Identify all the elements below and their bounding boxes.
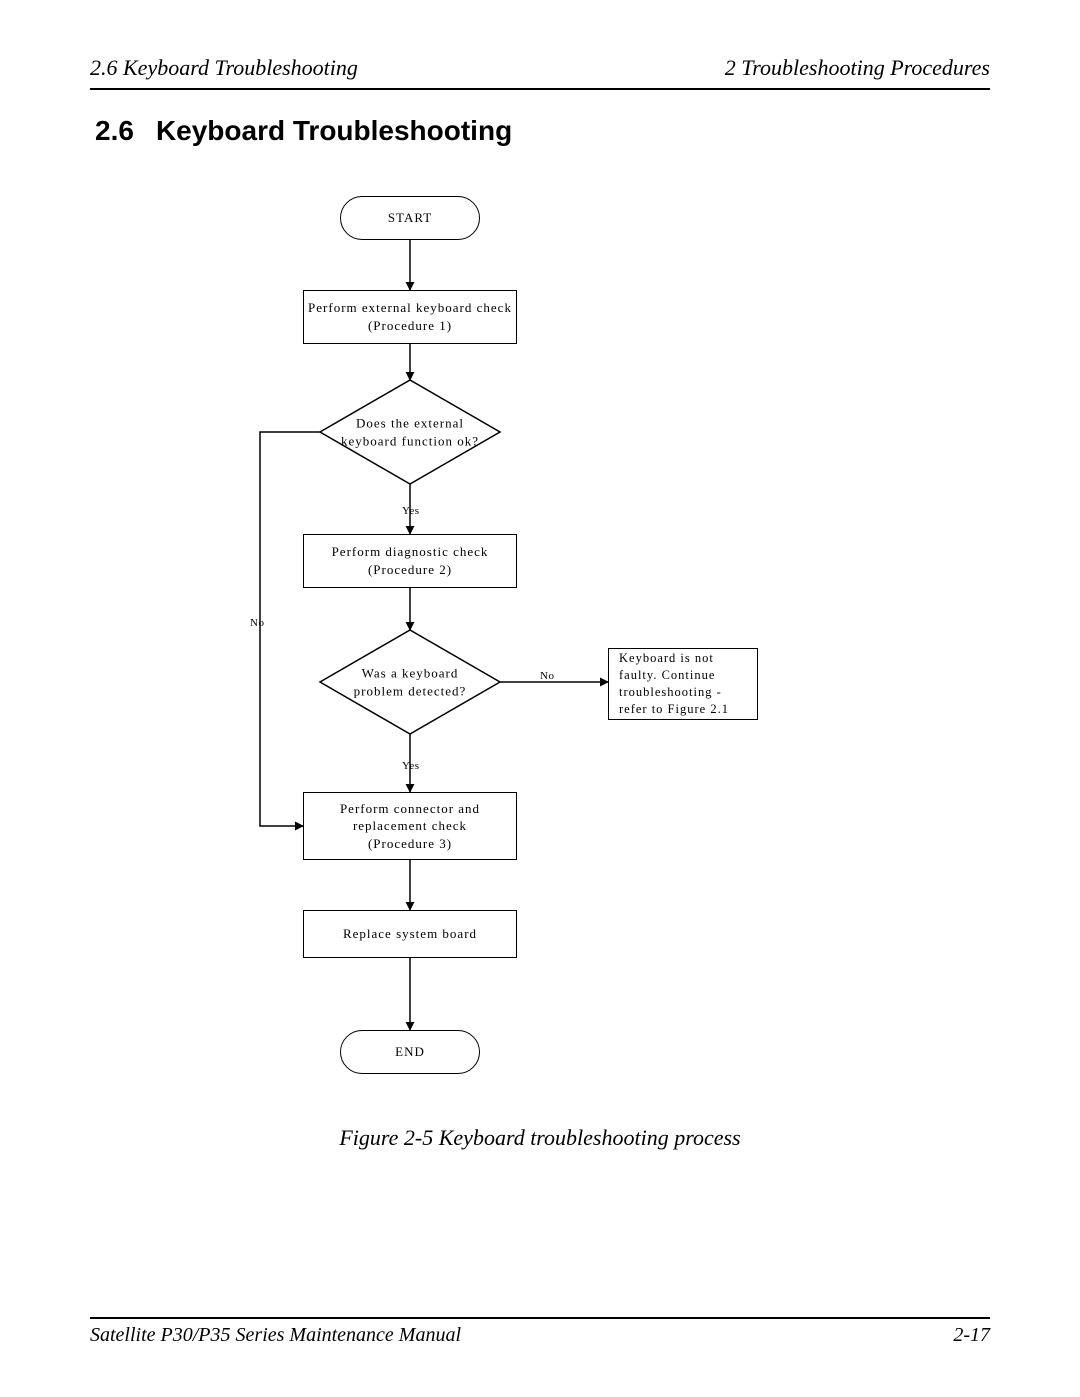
header-right: 2 Troubleshooting Procedures bbox=[725, 55, 990, 81]
edge-label: Yes bbox=[402, 505, 420, 517]
process-node: Perform external keyboard check(Procedur… bbox=[303, 290, 517, 344]
decision-node: Was a keyboardproblem detected? bbox=[320, 630, 500, 734]
process-node: Perform connector andreplacement check(P… bbox=[303, 792, 517, 860]
figure-caption: Figure 2-5 Keyboard troubleshooting proc… bbox=[0, 1125, 1080, 1151]
footer-right: 2-17 bbox=[953, 1324, 990, 1347]
process-node: Replace system board bbox=[303, 910, 517, 958]
terminator-node: END bbox=[340, 1030, 480, 1074]
section-title-text: Keyboard Troubleshooting bbox=[156, 115, 512, 146]
edge-label: Yes bbox=[402, 760, 420, 772]
page-header: 2.6 Keyboard Troubleshooting 2 Troublesh… bbox=[90, 55, 990, 81]
section-number: 2.6 bbox=[95, 115, 134, 146]
decision-label: Does the externalkeyboard function ok? bbox=[341, 414, 479, 449]
terminator-node: START bbox=[340, 196, 480, 240]
page: 2.6 Keyboard Troubleshooting 2 Troublesh… bbox=[0, 0, 1080, 1397]
edge-label: No bbox=[540, 670, 554, 682]
edge-label: No bbox=[250, 617, 264, 629]
footer-rule bbox=[90, 1317, 990, 1319]
section-heading: 2.6 Keyboard Troubleshooting bbox=[95, 115, 512, 147]
footer-left: Satellite P30/P35 Series Maintenance Man… bbox=[90, 1324, 461, 1347]
header-left: 2.6 Keyboard Troubleshooting bbox=[90, 55, 358, 81]
header-rule bbox=[90, 88, 990, 90]
decision-label: Was a keyboardproblem detected? bbox=[354, 664, 467, 699]
process-node: Perform diagnostic check(Procedure 2) bbox=[303, 534, 517, 588]
flowchart-canvas bbox=[0, 0, 1080, 1397]
decision-node: Does the externalkeyboard function ok? bbox=[320, 380, 500, 484]
sidebox-node: Keyboard is notfaulty. Continuetroublesh… bbox=[608, 648, 758, 720]
page-footer: Satellite P30/P35 Series Maintenance Man… bbox=[90, 1324, 990, 1347]
